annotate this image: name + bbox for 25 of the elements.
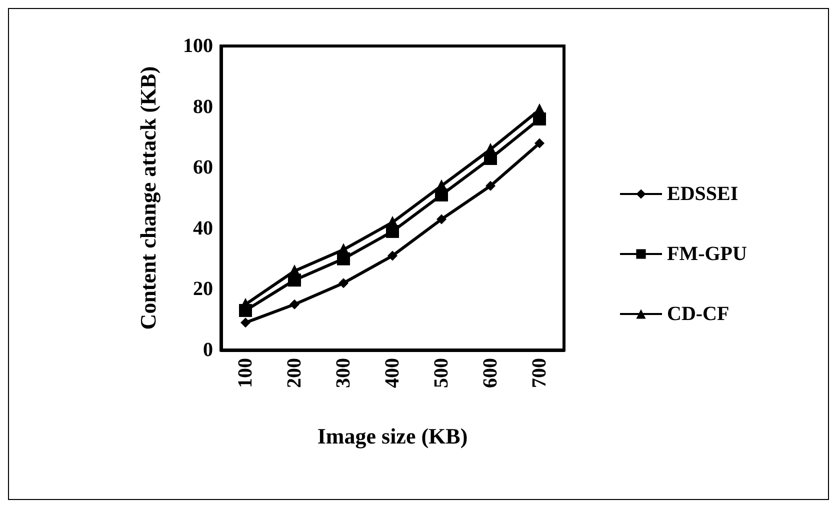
x-tick-label: 200 (284, 358, 306, 388)
y-tick-label: 0 (203, 339, 213, 361)
x-tick-label: 600 (480, 358, 502, 388)
y-tick-label: 20 (193, 278, 213, 300)
y-axis-title: Content change attack (KB) (136, 66, 160, 330)
point (240, 318, 250, 328)
point (534, 138, 544, 148)
y-tick-label: 100 (183, 35, 213, 57)
y-tick-label: 60 (193, 156, 213, 179)
y-tick-label: 80 (193, 96, 213, 118)
point (486, 180, 496, 191)
x-tick-label: 700 (528, 358, 550, 388)
y-tick-label: 40 (193, 217, 213, 240)
x-tick-label: 500 (430, 358, 452, 388)
x-tick-label: 400 (382, 358, 404, 388)
x-tick-label: 100 (234, 358, 256, 388)
x-tick-label: 300 (332, 358, 354, 388)
legend-label: FM-GPU (667, 243, 747, 265)
point (338, 278, 348, 288)
point (290, 299, 300, 310)
legend-label: EDSSEI (667, 183, 738, 205)
legend-label: CD-CF (667, 303, 730, 325)
point (388, 250, 398, 261)
x-axis-title: Image size (KB) (317, 424, 468, 448)
point (436, 214, 446, 224)
